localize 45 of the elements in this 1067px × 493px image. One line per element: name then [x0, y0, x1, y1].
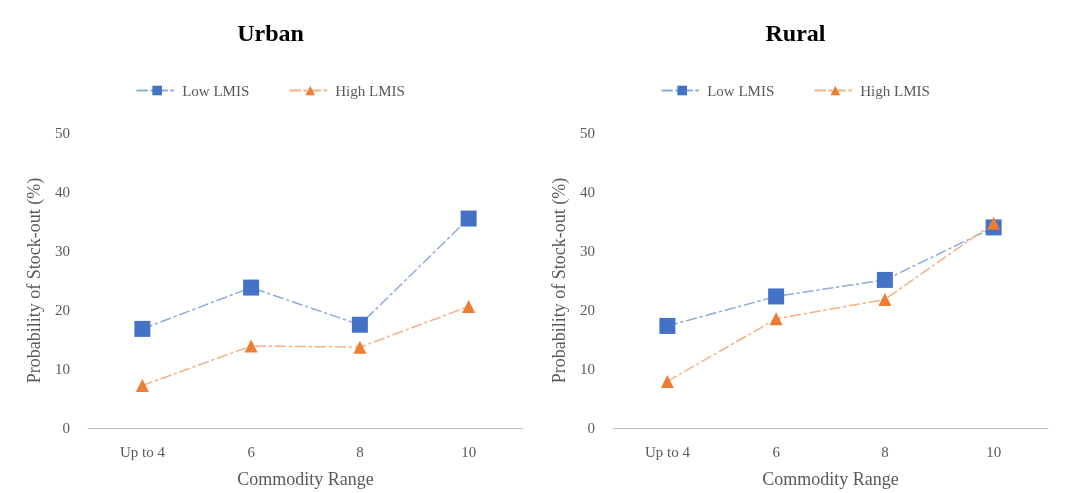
x-tick-label: 10: [986, 443, 1002, 460]
y-tick-label: 40: [55, 184, 70, 200]
x-tick-label: 10: [461, 443, 477, 460]
x-tick-label: 8: [356, 443, 364, 460]
y-tick-label: 0: [587, 420, 595, 436]
legend-label: Low LMIS: [707, 82, 775, 99]
point: [878, 292, 892, 306]
y-tick-label: 40: [580, 184, 595, 200]
point: [351, 316, 368, 333]
chart-title: Rural: [765, 20, 826, 46]
x-tick-label: Up to 4: [644, 443, 691, 460]
chart-title: Urban: [237, 20, 304, 46]
legend-label: High LMIS: [335, 82, 405, 99]
point: [768, 288, 785, 305]
point: [244, 339, 258, 353]
point: [243, 279, 260, 296]
point: [769, 312, 783, 326]
x-axis-title: Commodity Range: [237, 469, 374, 489]
y-tick-label: 30: [580, 243, 595, 259]
y-tick-label: 20: [580, 302, 595, 318]
point: [134, 320, 151, 337]
legend-label: High LMIS: [860, 82, 930, 99]
y-tick-label: 0: [62, 420, 70, 436]
y-tick-label: 50: [55, 125, 70, 141]
point: [876, 271, 893, 288]
x-tick-label: Up to 4: [119, 443, 166, 460]
y-tick-label: 30: [55, 243, 70, 259]
legend-label: Low LMIS: [182, 82, 250, 99]
x-axis-title: Commodity Range: [762, 469, 899, 489]
x-tick-label: 6: [247, 443, 256, 460]
point: [462, 299, 476, 313]
y-tick-label: 10: [580, 361, 595, 377]
x-tick-label: 8: [881, 443, 889, 460]
y-axis-title: Probability of Stock-out (%): [549, 177, 570, 384]
point: [659, 317, 676, 334]
point: [987, 216, 1001, 230]
point: [353, 340, 367, 354]
point: [660, 374, 674, 388]
point: [460, 210, 477, 227]
y-axis-title: Probability of Stock-out (%): [24, 177, 45, 384]
y-tick-label: 10: [55, 361, 70, 377]
y-tick-label: 20: [55, 302, 70, 318]
x-tick-label: 6: [772, 443, 781, 460]
point: [135, 379, 149, 393]
y-tick-label: 50: [580, 125, 595, 141]
